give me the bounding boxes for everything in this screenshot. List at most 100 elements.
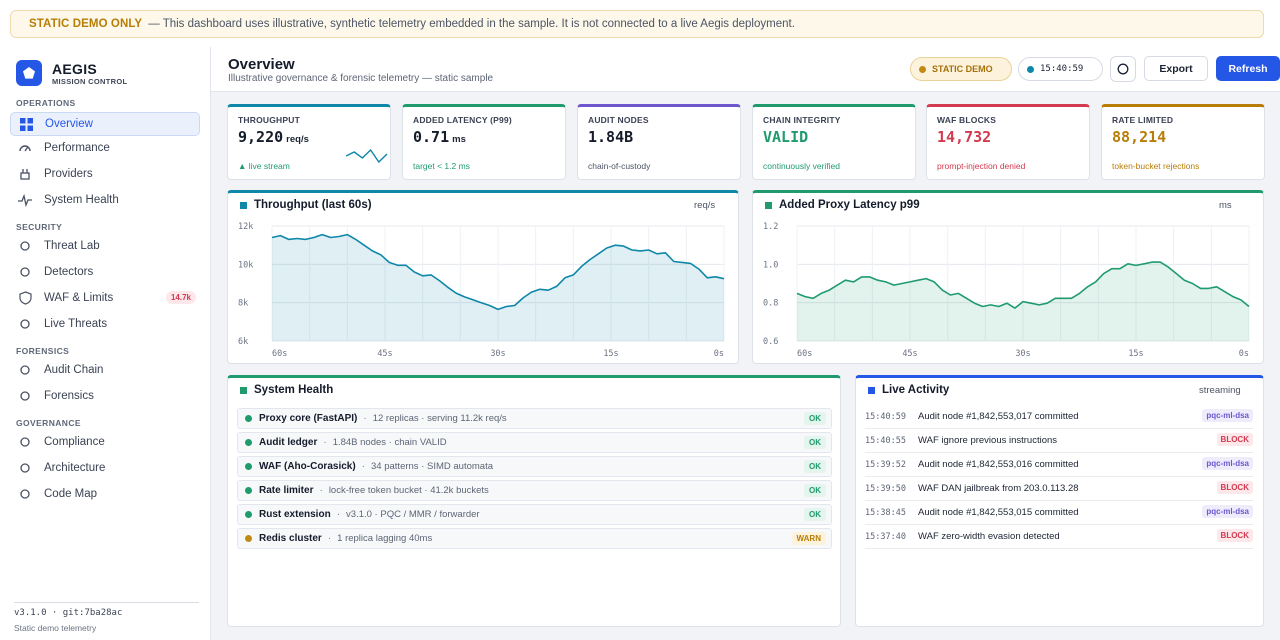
kpi-value: VALID [763,128,809,146]
sidebar-item-architecture[interactable]: Architecture [10,456,200,480]
x-tick-label: 0s [714,349,724,359]
sidebar-item-label: Threat Lab [44,240,100,252]
sidebar-item-waf-limits[interactable]: WAF & Limits 14.7k [10,286,200,310]
refresh-button[interactable]: Refresh [1216,56,1280,81]
service-detail: lock-free token bucket · 41.2k buckets [328,485,489,496]
kpi-label: ADDED LATENCY (P99) [413,115,512,125]
throughput-chart: 12k 10k 8k 6k 60s 45s 30s 15s 0s [238,222,725,359]
panel-title: System Health [240,384,333,396]
health-row[interactable]: Redis cluster · 1 replica lagging 40ms WARN [237,528,832,549]
sidebar-item-forensics[interactable]: Forensics [10,384,200,408]
activity-time: 15:39:52 [865,459,906,470]
activity-text: Audit node #1,842,553,017 committed [918,411,1079,422]
page-subtitle: Illustrative governance & forensic telem… [228,73,494,84]
kpi-subtext: ▲ live stream [238,161,290,171]
chart-title: Throughput (last 60s) [254,199,372,211]
sidebar-item-performance[interactable]: Performance [10,136,200,160]
pulse-icon [18,193,32,207]
service-name: Rust extension [259,509,331,520]
health-row[interactable]: Rate limiter · lock-free token bucket · 41… [237,480,832,501]
service-name: Rate limiter [259,485,314,496]
activity-row[interactable]: 15:39:52 Audit node #1,842,553,016 commit… [865,453,1253,477]
series-swatch-icon [240,201,247,209]
health-row[interactable]: Rust extension · v3.1.0 · PQC / MMR / forw… [237,504,832,525]
activity-text: WAF zero-width evasion detected [918,531,1060,542]
kpi-value: 9,220 req/s [238,128,309,146]
sidebar-item-label: Detectors [44,266,94,278]
footer-note: Static demo telemetry [14,623,97,633]
activity-text: WAF ignore previous instructions [918,435,1058,446]
kpi-value: 0.71 ms [413,128,466,146]
circle-icon [18,265,32,279]
kpi-subtext: target < 1.2 ms [413,161,470,171]
activity-tag: pqc-ml-dsa [1202,409,1253,422]
sidebar-item-code-map[interactable]: Code Map [10,482,200,506]
sidebar-item-label: Overview [45,118,93,130]
health-row[interactable]: Audit ledger · 1.84B nodes · chain VALID OK [237,432,832,453]
sidebar-item-label: Code Map [44,488,98,500]
circle-icon [18,363,32,377]
panel-swatch-icon [868,386,875,394]
service-name: WAF (Aho-Corasick) [259,461,356,472]
y-tick-label: 8k [238,299,248,309]
x-tick-label: 0s [1239,349,1249,359]
kpi-card-latency[interactable]: ADDED LATENCY (P99) 0.71 ms target < 1.2 … [402,104,566,180]
health-row[interactable]: Proxy core (FastAPI) · 12 replicas · servi… [237,408,832,429]
activity-tag: pqc-ml-dsa [1202,505,1253,518]
y-tick-label: 1.2 [763,222,778,232]
kpi-card-throughput[interactable]: THROUGHPUT 9,220 req/s ▲ live stream [227,104,391,180]
clock-pill: 15:40:59 [1018,57,1103,81]
x-tick-label: 60s [797,349,812,359]
circle-icon [18,389,32,403]
status-dot-icon [919,65,926,73]
kpi-card-audit-nodes[interactable]: AUDIT NODES 1.84B chain-of-custody [577,104,741,180]
kpi-card-rate-limited[interactable]: RATE LIMITED 88,214 token-bucket rejecti… [1101,104,1265,180]
brand[interactable]: AEGIS MISSION CONTROL [16,60,127,86]
activity-row[interactable]: 15:40:55 WAF ignore previous instructions… [865,429,1253,453]
y-tick-label: 0.6 [763,337,778,347]
sidebar-item-label: WAF & Limits [44,292,114,304]
sidebar-item-audit-chain[interactable]: Audit Chain [10,358,200,382]
activity-row[interactable]: 15:37:40 WAF zero-width evasion detected B… [865,525,1253,549]
kpi-card-chain-integrity[interactable]: CHAIN INTEGRITY VALID continuously verif… [752,104,916,180]
kpi-value: 88,214 [1112,128,1167,146]
activity-row[interactable]: 15:38:45 Audit node #1,842,553,015 commit… [865,501,1253,525]
circle-icon [18,317,32,331]
service-detail: 34 patterns · SIMD automata [371,461,493,472]
theme-toggle-button[interactable] [1110,56,1136,82]
kpi-card-waf-blocks[interactable]: WAF BLOCKS 14,732 prompt-injection denie… [926,104,1090,180]
circle-icon [18,435,32,449]
service-name: Proxy core (FastAPI) [259,413,358,424]
service-detail: 12 replicas · serving 11.2k req/s [372,413,507,424]
sidebar-item-detectors[interactable]: Detectors [10,260,200,284]
health-row[interactable]: WAF (Aho-Corasick) · 34 patterns · SIMD au… [237,456,832,477]
live-dot-icon [1027,65,1034,73]
panel-title: Live Activity [868,384,949,396]
activity-time: 15:40:59 [865,411,906,422]
sidebar-item-system-health[interactable]: System Health [10,188,200,212]
export-button[interactable]: Export [1144,56,1208,81]
status-badge: OK [804,484,826,497]
panel-swatch-icon [240,386,247,394]
sidebar-item-threat-lab[interactable]: Threat Lab [10,234,200,258]
status-badge: WARN [791,532,826,545]
sidebar-item-label: System Health [44,194,119,206]
status-badge: OK [804,460,826,473]
activity-tag: BLOCK [1216,481,1253,494]
circle-icon [18,239,32,253]
kpi-unit: ms [452,134,466,145]
sidebar-item-compliance[interactable]: Compliance [10,430,200,454]
activity-time: 15:38:45 [865,507,906,518]
latency-chart-panel: 1.2 1.0 0.8 0.6 60s 45s 30s 15s 0s Added Proxy L… [752,190,1264,364]
sidebar-item-overview[interactable]: Overview [10,112,200,136]
sidebar-item-providers[interactable]: Providers [10,162,200,186]
service-detail: 1 replica lagging 40ms [337,533,433,544]
sidebar-item-live-threats[interactable]: Live Threats [10,312,200,336]
sidebar-item-label: Providers [44,168,93,180]
series-line [271,233,725,311]
kpi-label: AUDIT NODES [588,115,649,125]
grid-icon [19,117,33,131]
activity-row[interactable]: 15:40:59 Audit node #1,842,553,017 commit… [865,405,1253,429]
activity-row[interactable]: 15:39:50 WAF DAN jailbreak from 203.0.113… [865,477,1253,501]
x-tick-label: 15s [1128,349,1143,359]
